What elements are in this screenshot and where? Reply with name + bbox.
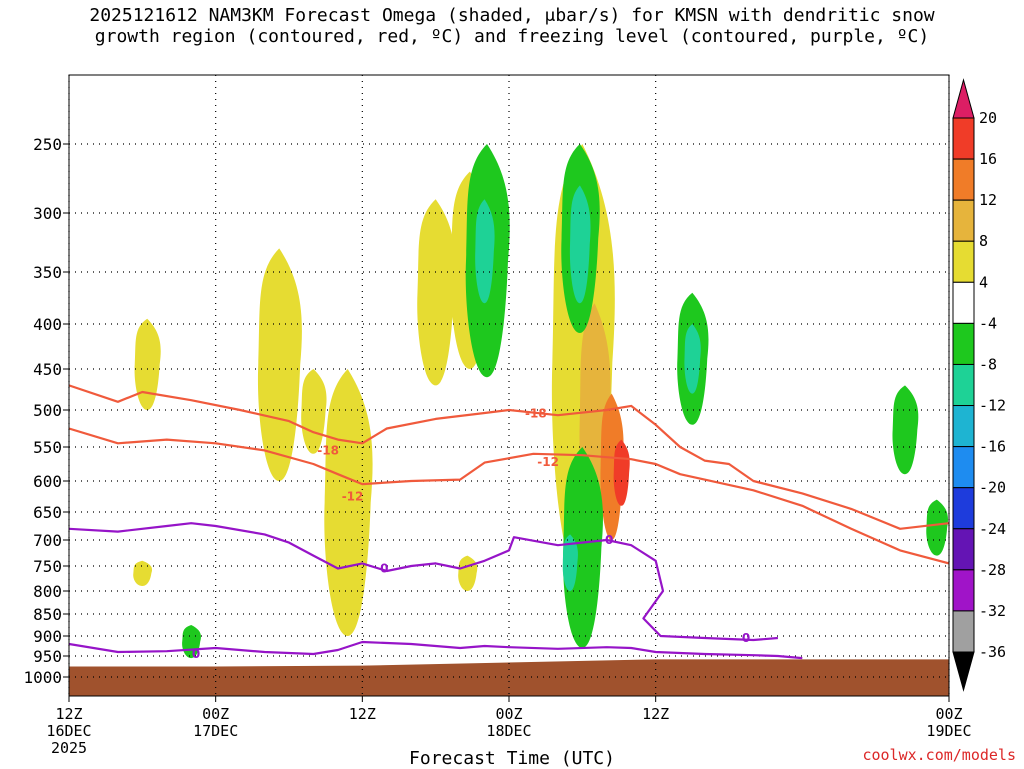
colorbar-swatch bbox=[952, 240, 975, 283]
colorbar-label: -20 bbox=[979, 479, 1006, 497]
rising-omega-region-11 bbox=[613, 439, 630, 506]
y-tick-label: 350 bbox=[33, 263, 62, 282]
chart-title-line-2: growth region (contoured, red, ºC) and f… bbox=[94, 26, 930, 47]
x-tick-label: 18DEC bbox=[486, 722, 531, 740]
rising-omega-region-6 bbox=[417, 199, 456, 386]
colorbar-top-arrow bbox=[952, 78, 975, 119]
contour-label: -12 bbox=[342, 490, 364, 504]
contour-label: -18 bbox=[525, 407, 547, 421]
colorbar-bottom-arrow bbox=[952, 651, 975, 692]
colorbar-swatch bbox=[952, 281, 975, 324]
sinking-omega-region-21 bbox=[926, 499, 948, 556]
colorbar-label: -36 bbox=[979, 643, 1006, 661]
colorbar-label: -8 bbox=[979, 355, 997, 373]
colorbar-swatch bbox=[952, 322, 975, 365]
x-axis-label: Forecast Time (UTC) bbox=[409, 748, 615, 769]
rising-omega-region-10 bbox=[600, 393, 624, 540]
chart-title-line-1: 2025121612 NAM3KM Forecast Omega (shaded… bbox=[89, 5, 935, 26]
colorbar-label: 16 bbox=[979, 150, 997, 168]
y-tick-label: 550 bbox=[33, 438, 62, 457]
temperature-contours bbox=[69, 384, 949, 660]
rising-omega-region-1 bbox=[133, 560, 153, 586]
contour-line-0 bbox=[69, 384, 949, 530]
y-tick-label: 450 bbox=[33, 360, 62, 379]
y-tick-label: 800 bbox=[33, 582, 62, 601]
credit-text: coolwx.com/models bbox=[862, 746, 1016, 764]
x-tick-label: 12Z bbox=[55, 705, 82, 723]
y-tick-label: 300 bbox=[33, 204, 62, 223]
contour-line-1 bbox=[69, 427, 949, 565]
surface-terrain-fill bbox=[69, 659, 949, 696]
colorbar-swatch bbox=[952, 446, 975, 489]
sinking-omega-region-19 bbox=[684, 324, 701, 394]
y-tick-label: 750 bbox=[33, 557, 62, 576]
y-tick-label: 500 bbox=[33, 401, 62, 420]
colorbar-swatch bbox=[952, 117, 975, 160]
contour-label: 0 bbox=[380, 562, 388, 576]
y-tick-label: 600 bbox=[33, 472, 62, 491]
rising-omega-region-2 bbox=[257, 248, 302, 481]
colorbar: 20 16 12 8 4 -4 -8 -12 -16 -20 -24 -28 -32 -36 bbox=[952, 78, 1006, 692]
colorbar-swatch bbox=[952, 363, 975, 407]
rising-omega-region-3 bbox=[301, 369, 327, 454]
rising-omega-region-4 bbox=[324, 369, 373, 636]
colorbar-label: -28 bbox=[979, 561, 1006, 579]
omega-shading bbox=[133, 144, 948, 659]
contour-label: -12 bbox=[537, 455, 559, 469]
colorbar-label: -12 bbox=[979, 397, 1006, 415]
colorbar-swatch bbox=[952, 487, 975, 530]
rising-omega-region-0 bbox=[134, 318, 161, 410]
rising-omega-region-5 bbox=[458, 555, 478, 591]
plot-frame bbox=[68, 74, 950, 697]
y-axis-ticks: 250 300 350 400 450 500 550 600 650 700 750 800 850 9… bbox=[23, 135, 69, 687]
y-tick-label: 700 bbox=[33, 531, 62, 550]
gridlines bbox=[68, 75, 950, 696]
y-tick-label: 400 bbox=[33, 315, 62, 334]
colorbar-swatch bbox=[952, 610, 975, 653]
x-tick-label: 00Z bbox=[935, 705, 962, 723]
x-tick-label: 00Z bbox=[495, 705, 522, 723]
colorbar-label: 20 bbox=[979, 109, 997, 127]
y-tick-label: 900 bbox=[33, 627, 62, 646]
sinking-omega-region-17 bbox=[562, 534, 578, 591]
y-tick-label: 250 bbox=[33, 135, 62, 154]
x-tick-label: 12Z bbox=[642, 705, 669, 723]
x-tick-label: 16DEC bbox=[46, 722, 91, 740]
colorbar-label: 4 bbox=[979, 273, 988, 291]
colorbar-label: 12 bbox=[979, 191, 997, 209]
contour-label: 0 bbox=[742, 631, 750, 645]
colorbar-label: -32 bbox=[979, 602, 1006, 620]
colorbar-label: 8 bbox=[979, 232, 988, 250]
y-tick-label: 1000 bbox=[23, 668, 62, 687]
colorbar-swatch bbox=[952, 199, 975, 242]
contour-line-4 bbox=[69, 522, 778, 642]
colorbar-swatch bbox=[952, 569, 975, 612]
y-tick-label: 850 bbox=[33, 605, 62, 624]
colorbar-label: -24 bbox=[979, 520, 1006, 538]
sinking-omega-region-15 bbox=[569, 185, 591, 304]
contour-label: 0 bbox=[605, 533, 613, 547]
x-tick-label: 17DEC bbox=[193, 722, 238, 740]
colorbar-label: -16 bbox=[979, 438, 1006, 456]
contour-label: 0 bbox=[192, 647, 200, 661]
contour-label: -18 bbox=[317, 443, 339, 457]
y-tick-label: 650 bbox=[33, 503, 62, 522]
colorbar-swatch bbox=[952, 528, 975, 571]
x-tick-label: 12Z bbox=[349, 705, 376, 723]
contour-line-5 bbox=[69, 640, 803, 660]
x-tick-label: 2025 bbox=[51, 739, 87, 757]
sinking-omega-region-13 bbox=[475, 199, 495, 304]
sinking-omega-region-20 bbox=[892, 385, 919, 475]
sinking-omega-region-16 bbox=[562, 447, 603, 648]
y-tick-label: 950 bbox=[33, 647, 62, 666]
contour-labels: 0 0 0 0 -18 -12 -18 -12 bbox=[192, 407, 750, 661]
colorbar-label: -4 bbox=[979, 314, 997, 332]
surface-terrain bbox=[69, 659, 949, 696]
colorbar-swatch bbox=[952, 158, 975, 201]
x-tick-label: 00Z bbox=[202, 705, 229, 723]
x-tick-label: 19DEC bbox=[926, 722, 971, 740]
colorbar-swatch bbox=[952, 405, 975, 448]
